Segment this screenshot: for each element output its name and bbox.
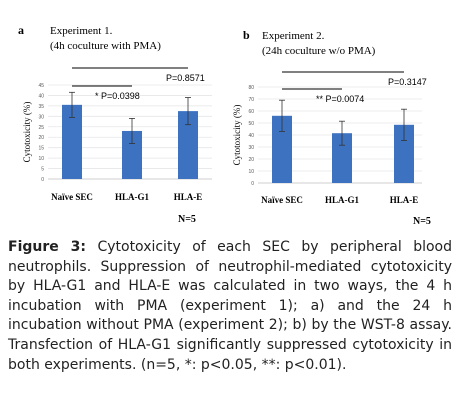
- panel-b-ytick-label-0: 0: [251, 181, 254, 187]
- panel-a-ytick-label-1: 5: [41, 167, 44, 173]
- panel-b-ytick-label-1: 10: [248, 169, 254, 175]
- panel-a-ytick-label-4: 20: [38, 135, 44, 141]
- panel-a-title-line2: (4h coculture with PMA): [50, 40, 161, 52]
- panel-a-ytick-label-6: 30: [38, 114, 44, 120]
- panel-b-ytick-label-7: 70: [248, 97, 254, 103]
- panel-a-bar-1: [122, 130, 142, 179]
- panel-b-category-label-1: HLA-G1: [325, 195, 360, 205]
- panel-a-ytick-label-7: 35: [38, 104, 44, 110]
- panel-b-category-label-0: Naïve SEC: [261, 195, 303, 205]
- panel-b-title-line2: (24h coculture w/o PMA): [262, 45, 376, 57]
- panel-b-ytick-label-8: 80: [248, 85, 254, 91]
- panel-a-category-label-2: HLA-E: [174, 192, 203, 202]
- panel-b-letter: b: [243, 28, 250, 42]
- panel-a-ytick-label-2: 10: [38, 156, 44, 162]
- panel-a-ytick-label-5: 25: [38, 125, 44, 131]
- caption-text: Cytotoxicity of each SEC by peripheral b…: [8, 239, 452, 373]
- panel-b-ytick-label-6: 60: [248, 109, 254, 115]
- figure-caption: Figure 3: Cytotoxicity of each SEC by pe…: [8, 238, 452, 375]
- panel-a-significance-label-1: P=0.8571: [166, 73, 205, 83]
- panel-b-bar-1: [332, 133, 352, 183]
- panel-a-ytick-label-0: 0: [41, 177, 44, 183]
- panel-b-category-label-2: HLA-E: [390, 195, 419, 205]
- panel-b-ytick-label-5: 50: [248, 121, 254, 127]
- panel-b-bar-0: [272, 115, 292, 183]
- panel-a-n-label: N=5: [178, 214, 196, 225]
- panel-a-bar-2: [178, 111, 198, 179]
- panel-a-title-line1: Experiment 1.: [50, 25, 113, 37]
- panel-b-y-axis-label: Cytotoxicity (%): [232, 105, 242, 166]
- panel-b-title-line1: Experiment 2.: [262, 30, 325, 42]
- panel-a-ytick-label-9: 45: [38, 83, 44, 89]
- panel-b-n-label: N=5: [413, 216, 431, 227]
- panel-b-ytick-label-3: 30: [248, 145, 254, 151]
- panel-a-letter: a: [18, 23, 24, 37]
- panel-a-category-label-0: Naïve SEC: [51, 192, 93, 202]
- panel-b-bar-2: [394, 124, 414, 183]
- panel-a-category-label-1: HLA-G1: [115, 192, 150, 202]
- figure-panels: a Experiment 1. (4h coculture with PMA) 0 5 1…: [18, 23, 431, 227]
- panel-a-significance-label-0: * P=0.0398: [95, 91, 140, 101]
- caption-label: Figure 3:: [8, 239, 86, 255]
- panel-a-ytick-label-8: 40: [38, 93, 44, 99]
- panel-a-bar-0: [62, 104, 82, 179]
- panel-a-y-axis-label: Cytotoxicity (%): [22, 102, 32, 163]
- panel-b-significance-label-1: P=0.3147: [388, 77, 427, 87]
- panel-b-significance-label-0: ** P=0.0074: [316, 94, 364, 104]
- panel-b-ytick-label-2: 20: [248, 157, 254, 163]
- panel-b-ytick-label-4: 40: [248, 133, 254, 139]
- panel-a-ytick-label-3: 15: [38, 146, 44, 152]
